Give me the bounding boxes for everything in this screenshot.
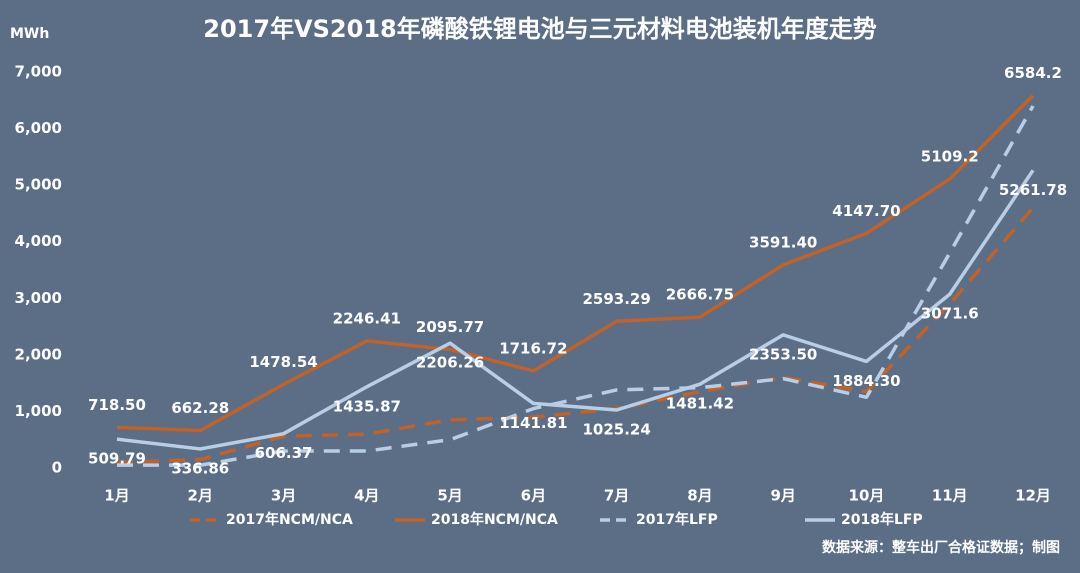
data-label: 1435.87 <box>333 397 401 415</box>
data-label: 1141.81 <box>499 414 567 432</box>
y-tick-label: 1,000 <box>15 402 62 420</box>
y-axis-label: MWh <box>10 26 49 42</box>
data-label: 2095.77 <box>416 318 484 336</box>
data-label: 2206.26 <box>416 354 484 372</box>
data-label: 718.50 <box>88 396 146 414</box>
x-tick-label: 3月 <box>271 487 296 505</box>
series-line <box>116 169 1035 451</box>
x-tick-label: 4月 <box>354 487 379 505</box>
series-line <box>117 105 1035 467</box>
x-tick-label: 8月 <box>687 487 712 505</box>
data-label: 509.79 <box>88 450 146 468</box>
y-tick-label: 3,000 <box>15 289 62 307</box>
legend-label: 2017年LFP <box>636 511 718 528</box>
x-tick-label: 2月 <box>188 487 213 505</box>
series-line <box>116 94 1035 433</box>
legend-label: 2017年NCM/NCA <box>226 511 353 528</box>
x-tick-label: 11月 <box>932 487 968 505</box>
data-label: 5261.78 <box>999 181 1067 199</box>
chart-title: 2017年VS2018年磷酸铁锂电池与三元材料电池装机年度走势 <box>203 15 876 43</box>
legend-label: 2018年NCM/NCA <box>431 511 558 528</box>
data-label: 606.37 <box>255 444 313 462</box>
y-tick-label: 7,000 <box>15 63 62 81</box>
x-tick-label: 9月 <box>770 487 795 505</box>
x-tick-label: 10月 <box>849 487 885 505</box>
data-label: 3071.6 <box>921 305 979 323</box>
data-label: 2593.29 <box>582 290 650 308</box>
data-label: 2246.41 <box>333 309 401 327</box>
data-label: 2666.75 <box>666 286 734 304</box>
y-tick-label: 6,000 <box>15 119 62 137</box>
x-tick-label: 1月 <box>104 487 129 505</box>
data-label: 662.28 <box>171 399 229 417</box>
data-label: 1884.30 <box>832 372 900 390</box>
y-tick-label: 5,000 <box>15 176 62 194</box>
data-label: 6584.2 <box>1004 64 1062 82</box>
data-label: 1716.72 <box>499 339 567 357</box>
data-label: 336.86 <box>171 459 229 477</box>
source-note: 数据来源：整车出厂合格证数据；制图 <box>822 539 1060 556</box>
legend-label: 2018年LFP <box>841 511 923 528</box>
y-tick-label: 0 <box>52 459 62 477</box>
data-label: 5109.2 <box>921 147 979 165</box>
x-tick-label: 5月 <box>437 487 462 505</box>
data-label: 1025.24 <box>582 421 650 439</box>
data-label: 3591.40 <box>749 233 817 251</box>
x-tick-label: 6月 <box>521 487 546 505</box>
x-tick-label: 7月 <box>604 487 629 505</box>
y-tick-label: 4,000 <box>15 232 62 250</box>
data-label: 2353.50 <box>749 345 817 363</box>
x-tick-label: 12月 <box>1015 487 1051 505</box>
data-label: 1478.54 <box>249 353 317 371</box>
data-label: 4147.70 <box>832 202 900 220</box>
y-tick-label: 2,000 <box>15 345 62 363</box>
data-label: 1481.42 <box>666 395 734 413</box>
